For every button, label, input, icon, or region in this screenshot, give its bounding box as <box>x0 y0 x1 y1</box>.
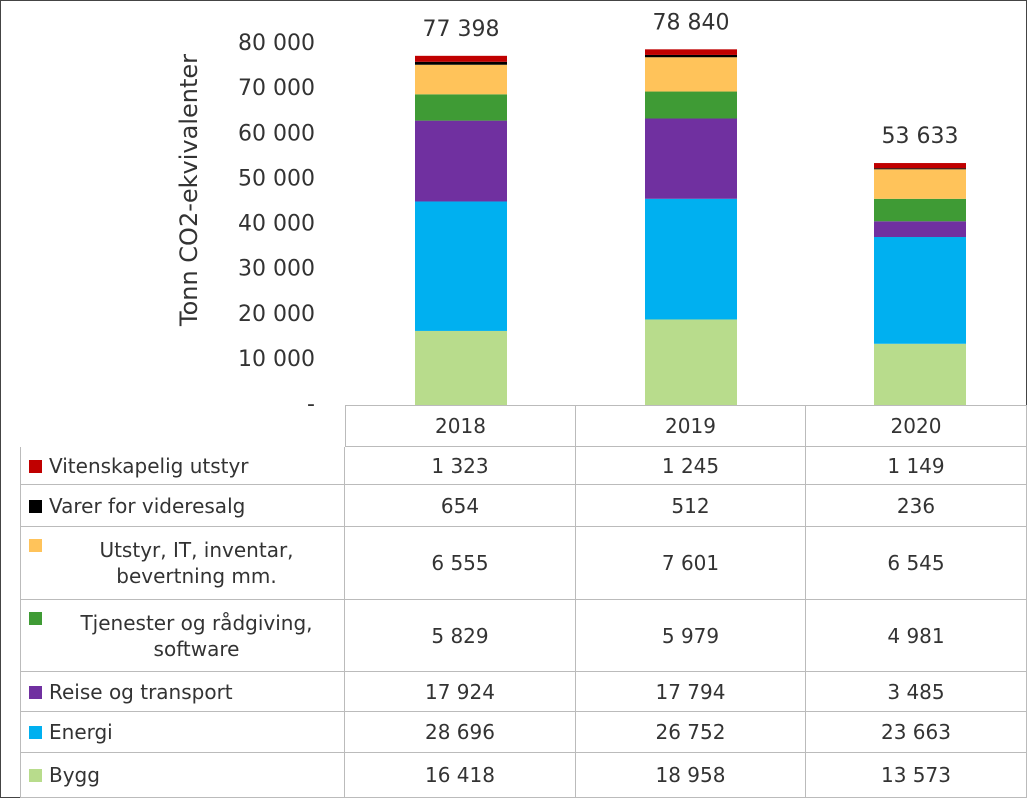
bar-segment <box>874 168 966 170</box>
header-row-top <box>345 405 1027 406</box>
y-tick-label: 20 000 <box>238 302 315 327</box>
bar-segment <box>874 163 966 169</box>
legend-swatch <box>29 459 42 473</box>
legend-label: Utstyr, IT, inventar, bevertning mm. <box>99 538 294 588</box>
bar-segment <box>645 118 737 199</box>
bar-segment <box>415 61 507 65</box>
table-value: 18 958 <box>576 753 806 798</box>
legend-swatch <box>29 726 42 739</box>
y-tick-label: 70 000 <box>238 76 315 101</box>
table-value: 1 323 <box>345 447 576 485</box>
table-value: 654 <box>345 485 576 527</box>
column-header: 2019 <box>576 405 806 447</box>
row-label: Tjenester og rådgiving, software <box>20 600 345 672</box>
table-value: 1 245 <box>576 447 806 485</box>
bar-segment <box>645 91 737 119</box>
column-header: 2020 <box>806 405 1027 447</box>
bar-segment <box>645 319 737 405</box>
row-label: Bygg <box>20 753 345 798</box>
table-value: 3 485 <box>806 672 1027 712</box>
bar-segment <box>645 198 737 320</box>
table-value: 7 601 <box>576 527 806 600</box>
bar-segment <box>415 330 507 405</box>
y-tick-label: - <box>307 392 315 417</box>
bar-segment <box>415 64 507 95</box>
table-value: 6 555 <box>345 527 576 600</box>
table-value: 26 752 <box>576 712 806 753</box>
legend-label: Vitenskapelig utstyr <box>49 453 249 478</box>
table-value: 17 924 <box>345 672 576 712</box>
bar-segment <box>874 221 966 238</box>
bar-segment <box>645 57 737 92</box>
table-value: 6 545 <box>806 527 1027 600</box>
bar-segment <box>874 237 966 344</box>
legend-swatch <box>29 499 42 513</box>
total-label: 77 398 <box>423 17 500 42</box>
legend-label: Bygg <box>49 763 100 787</box>
table-value: 1 149 <box>806 447 1027 485</box>
bar-segment <box>874 343 966 405</box>
legend-label: Energi <box>49 720 113 744</box>
table-value: 5 979 <box>576 600 806 672</box>
table-value: 236 <box>806 485 1027 527</box>
bar-segment <box>415 94 507 121</box>
bar-segment <box>415 55 507 62</box>
bar-segment <box>645 54 737 58</box>
bar-segment <box>874 169 966 199</box>
y-tick-label: 80 000 <box>238 31 315 56</box>
table-value: 13 573 <box>806 753 1027 798</box>
row-label: Reise og transport <box>20 672 345 712</box>
table-value: 28 696 <box>345 712 576 753</box>
bar-segment <box>874 198 966 222</box>
total-label: 78 840 <box>653 10 730 35</box>
bar-segment <box>415 120 507 202</box>
column-header: 2018 <box>345 405 576 447</box>
bar-segment <box>645 49 737 55</box>
legend-label: Reise og transport <box>49 679 233 704</box>
table-value: 16 418 <box>345 753 576 798</box>
total-label: 53 633 <box>882 124 959 149</box>
row-label: Utstyr, IT, inventar, bevertning mm. <box>20 527 345 600</box>
y-tick-label: 30 000 <box>238 257 315 282</box>
bar-segment <box>415 201 507 331</box>
table-value: 23 663 <box>806 712 1027 753</box>
legend-swatch <box>29 685 42 699</box>
y-tick-label: 60 000 <box>238 121 315 146</box>
y-tick-label: 50 000 <box>238 166 315 191</box>
legend-label: Varer for videresalg <box>49 493 246 518</box>
legend-swatch <box>29 539 42 552</box>
legend-swatch <box>29 612 42 625</box>
y-axis-title: Tonn CO2-ekvivalenter <box>175 54 203 327</box>
row-label: Vitenskapelig utstyr <box>20 447 345 485</box>
y-tick-label: 40 000 <box>238 212 315 237</box>
legend-swatch <box>29 769 42 782</box>
legend-label: Tjenester og rådgiving, software <box>80 610 313 661</box>
table-value: 4 981 <box>806 600 1027 672</box>
table-value: 512 <box>576 485 806 527</box>
table-value: 17 794 <box>576 672 806 712</box>
y-tick-label: 10 000 <box>238 347 315 372</box>
table-value: 5 829 <box>345 600 576 672</box>
row-label: Varer for videresalg <box>20 485 345 527</box>
row-label: Energi <box>20 712 345 753</box>
